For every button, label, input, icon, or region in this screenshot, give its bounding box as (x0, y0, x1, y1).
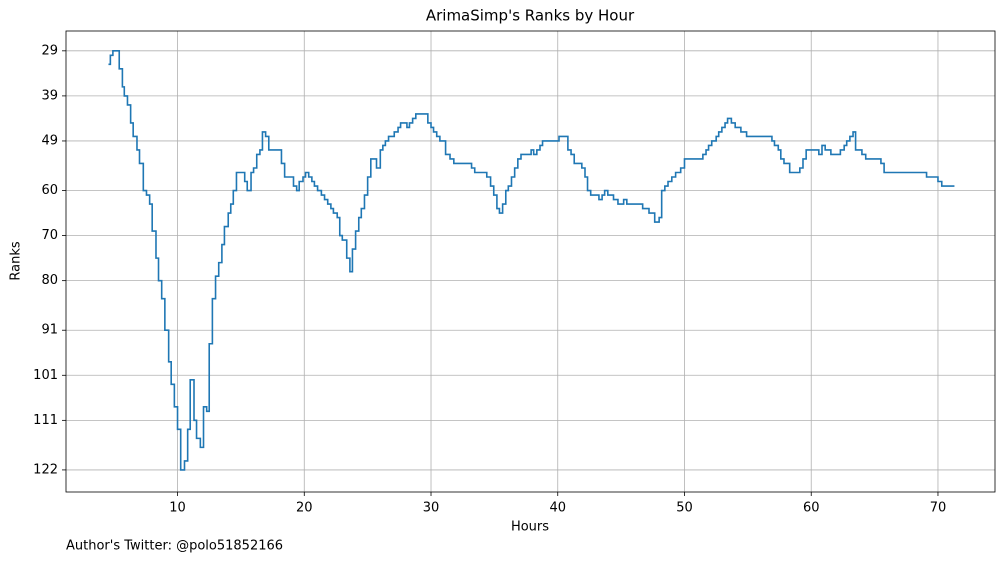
line-series (108, 50, 955, 471)
y-tick-label: 80 (41, 273, 58, 288)
footnote: Author's Twitter: @polo51852166 (66, 539, 283, 554)
x-tick-label: 70 (930, 501, 947, 516)
y-tick-label: 29 (41, 43, 58, 58)
plot-layer (108, 50, 955, 471)
y-tick-label: 101 (33, 368, 58, 383)
x-tick-label: 30 (423, 501, 440, 516)
x-tick-label: 60 (803, 501, 820, 516)
x-tick-label: 40 (549, 501, 566, 516)
y-tick-label: 111 (33, 413, 58, 428)
chart-title: ArimaSimp's Ranks by Hour (426, 7, 635, 25)
x-axis-label: Hours (511, 520, 549, 535)
y-tick-label: 122 (33, 462, 58, 477)
x-tick-label: 10 (169, 501, 186, 516)
y-axis-label: Ranks (9, 241, 24, 280)
x-tick-label: 20 (296, 501, 313, 516)
x-tick-label: 50 (676, 501, 693, 516)
grid-layer (66, 31, 995, 492)
y-tick-label: 49 (41, 133, 58, 148)
y-tick-label: 91 (41, 323, 58, 338)
y-tick-label: 60 (41, 183, 58, 198)
axes-frame (65, 30, 996, 493)
y-tick-label: 70 (41, 228, 58, 243)
y-tick-label: 39 (41, 88, 58, 103)
